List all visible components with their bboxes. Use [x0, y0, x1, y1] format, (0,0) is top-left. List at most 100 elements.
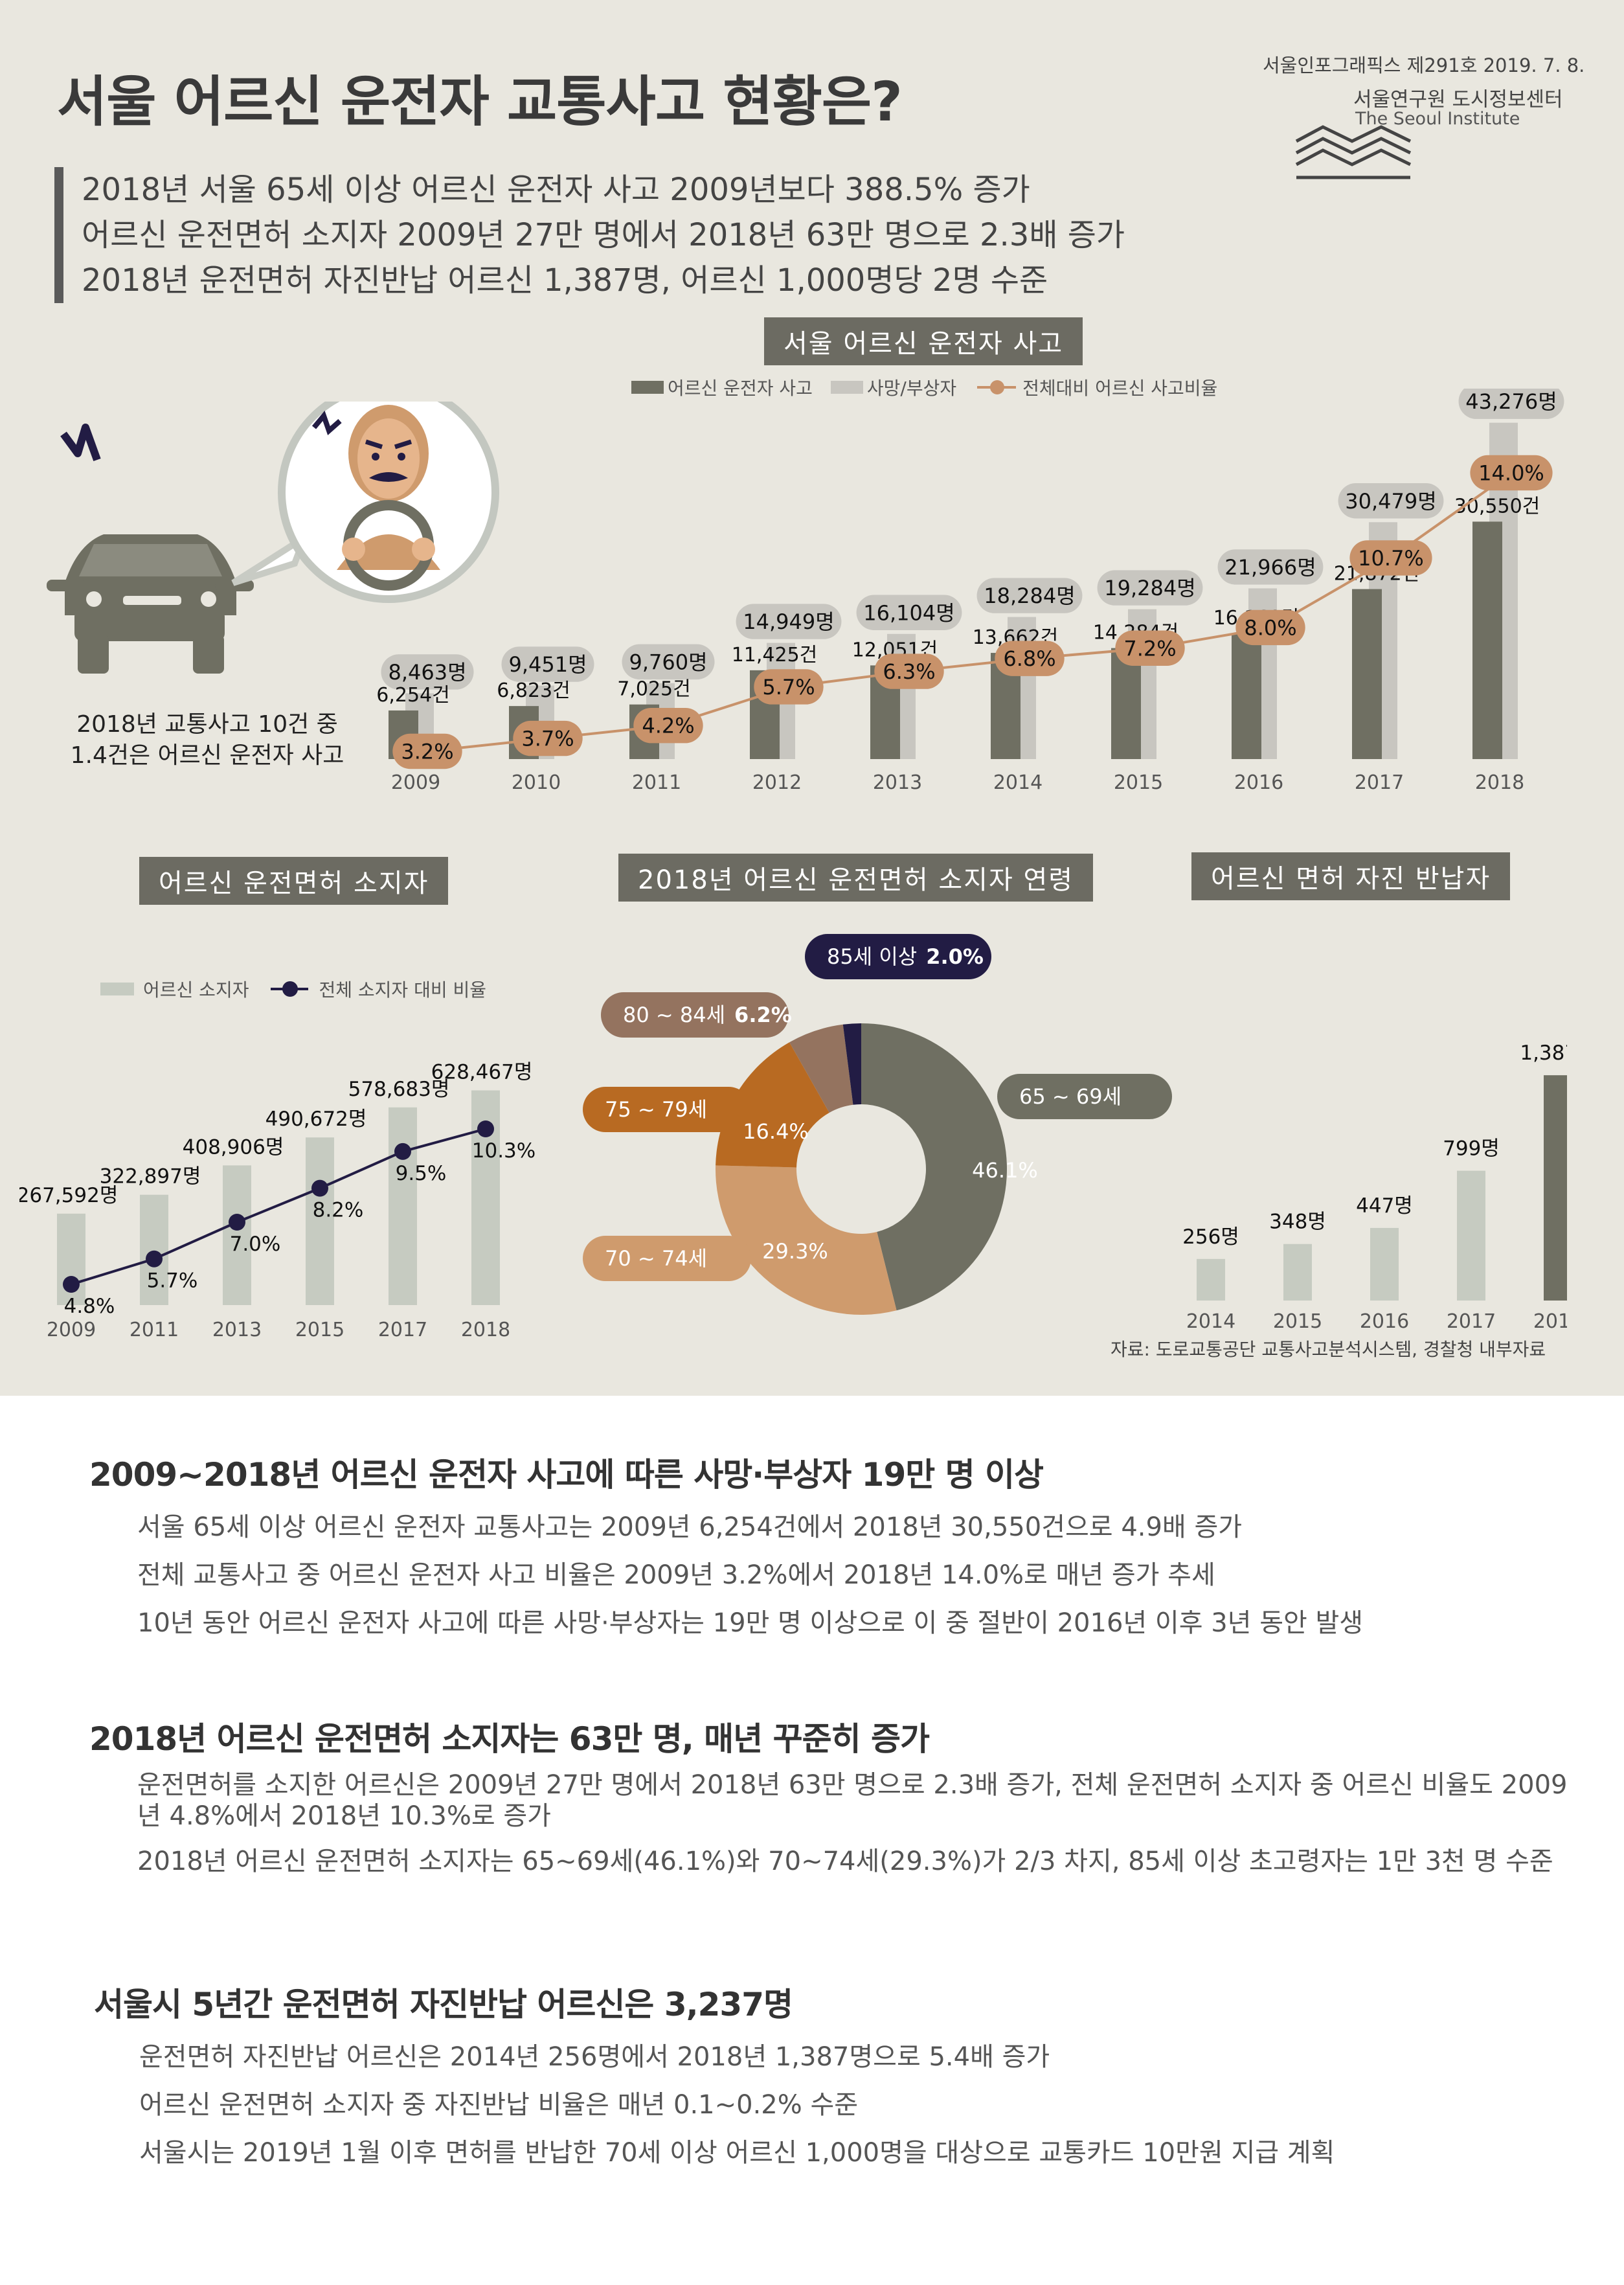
- legend-swatch-ratio: [977, 380, 1017, 394]
- holder-label: 408,906명: [183, 1135, 284, 1159]
- accident-note-line: 1.4건은 어르신 운전자 사고: [70, 742, 344, 769]
- return-bar: [1457, 1170, 1485, 1301]
- return-label: 1,387명: [1520, 1041, 1567, 1065]
- accident-label: 7,025건: [617, 678, 690, 701]
- ratio-label-bg: [1235, 609, 1305, 646]
- highlight-line: 어르신 운전면허 소지자 2009년 27만 명에서 2018년 63만 명으로…: [82, 217, 1125, 253]
- slice-label: 29.3%: [762, 1239, 828, 1264]
- return-label: 447명: [1356, 1194, 1413, 1218]
- section-line: 서울 65세 이상 어르신 운전자 교통사고는 2009년 6,254건에서 2…: [137, 1512, 1243, 1542]
- accident-label: 11,425건: [732, 644, 818, 666]
- legend-label: 사망/부상자: [866, 378, 957, 399]
- casualty-label-bg: [1458, 389, 1564, 419]
- casualty-label: 21,966명: [1224, 555, 1316, 580]
- age-donut-chart: 46.1% 29.3% 16.4% 85세 이상 2.0% 80 ~ 84세 6.2% 75 …: [583, 934, 1172, 1315]
- age-tag-80-84-bg: [601, 992, 789, 1038]
- page-title: 서울 어르신 운전자 교통사고 현황은?: [57, 70, 903, 133]
- accidents-chart-title: 서울 어르신 운전자 사고: [764, 317, 1083, 365]
- ratio-label-bg: [754, 669, 824, 705]
- donut-slice: [861, 1023, 1008, 1311]
- holder-bar: [140, 1194, 168, 1305]
- institute-logo-icon: [1295, 125, 1412, 179]
- x-tick-label: 2014: [993, 771, 1043, 794]
- ratio-label: 8.0%: [1244, 615, 1296, 640]
- holder-label: 490,672명: [265, 1108, 367, 1131]
- casualty-label-bg: [501, 646, 594, 682]
- age-tag-85-plus: 85세 이상 2.0%: [827, 944, 984, 969]
- driver-illustration: [47, 402, 499, 674]
- x-tick-label: 2015: [1273, 1310, 1322, 1333]
- casualty-label: 9,760명: [629, 650, 707, 674]
- ratio-label: 6.8%: [1003, 646, 1055, 671]
- ratio-label-bg: [874, 654, 944, 689]
- casualty-label: 14,949명: [743, 609, 834, 634]
- holder-label: 628,467명: [431, 1061, 533, 1084]
- age-tag-65-69-bg: [997, 1074, 1172, 1119]
- publication-info: 서울인포그래픽스 제291호 2019. 7. 8.: [1263, 54, 1585, 76]
- legend-swatch-casualties: [830, 381, 863, 394]
- share-point: [146, 1250, 163, 1268]
- slice-label: 46.1%: [972, 1158, 1038, 1183]
- legend-swatch-accidents: [631, 381, 664, 394]
- legend-swatch-holders: [100, 983, 134, 995]
- share-point: [394, 1142, 411, 1160]
- accident-bar: [1352, 589, 1382, 759]
- casualty-label: 43,276명: [1465, 389, 1557, 414]
- x-tick-label: 2009: [391, 771, 440, 794]
- accident-note: 2018년 교통사고 10건 중 1.4건은 어르신 운전자 사고: [26, 709, 389, 771]
- holder-bar: [389, 1107, 417, 1305]
- ratio-label-bg: [392, 733, 462, 769]
- x-tick-label: 2009: [47, 1319, 96, 1341]
- section-line: 10년 동안 어르신 운전자 사고에 따른 사망·부상자는 19만 명 이상으로…: [137, 1608, 1364, 1638]
- casualty-label: 30,479명: [1345, 489, 1436, 514]
- share-label: 7.0%: [230, 1233, 281, 1256]
- section-line: 서울시는 2019년 1월 이후 면허를 반납한 70세 이상 어르신 1,00…: [139, 2138, 1335, 2168]
- ratio-label: 6.3%: [883, 659, 935, 684]
- institute-name-kr: 서울연구원 도시정보센터: [1353, 88, 1563, 111]
- share-label: 5.7%: [147, 1269, 198, 1293]
- share-label: 10.3%: [472, 1139, 536, 1163]
- x-tick-label: 2010: [512, 771, 561, 794]
- return-bar: [1544, 1075, 1567, 1301]
- licenses-chart-title: 어르신 운전면허 소지자: [139, 857, 449, 905]
- ratio-label: 3.7%: [521, 727, 574, 751]
- casualty-label-bg: [976, 578, 1083, 613]
- x-tick-label: 2018: [1475, 771, 1524, 794]
- x-tick-label: 2015: [295, 1319, 344, 1341]
- holder-bar: [306, 1137, 334, 1305]
- section-body: 서울 65세 이상 어르신 운전자 교통사고는 2009년 6,254건에서 2…: [137, 1509, 1588, 1641]
- ratio-label: 3.2%: [401, 740, 453, 764]
- casualty-label: 19,284명: [1104, 576, 1195, 600]
- highlight-line: 2018년 운전면허 자진반납 어르신 1,387명, 어르신 1,000명당 …: [82, 262, 1048, 299]
- return-bar: [1370, 1227, 1399, 1301]
- age-tag-70-74-bg: [583, 1236, 751, 1281]
- return-label: 348명: [1269, 1211, 1326, 1234]
- ratio-label: 10.7%: [1358, 546, 1424, 571]
- ratio-line: [427, 472, 1513, 753]
- accident-note-line: 2018년 교통사고 10건 중: [76, 711, 338, 738]
- return-bar: [1197, 1258, 1225, 1301]
- section-line: 운전면허를 소지한 어르신은 2009년 27만 명에서 2018년 63만 명…: [137, 1770, 1568, 1831]
- age-tag-85-plus-bg: [805, 934, 991, 979]
- age-tag-75-79-bg: [583, 1087, 751, 1132]
- casualty-label-bg: [622, 644, 715, 680]
- accident-label: 6,823건: [497, 679, 570, 702]
- highlight-line: 2018년 서울 65세 이상 어르신 운전자 사고 2009년보다 388.5…: [82, 172, 1030, 208]
- section-body: 운전면허를 소지한 어르신은 2009년 27만 명에서 2018년 63만 명…: [137, 1769, 1568, 1877]
- accidents-legend: 어르신 운전자 사고 사망/부상자 전체대비 어르신 사고비율: [631, 374, 1217, 400]
- ratio-label: 7.2%: [1123, 636, 1176, 661]
- donut-slice: [716, 1165, 897, 1315]
- section-heading: 2018년 어르신 운전면허 소지자는 63만 명, 매년 꾸준히 증가: [89, 1720, 930, 1758]
- ratio-label-bg: [995, 641, 1065, 676]
- ratio-label-bg: [1349, 540, 1432, 576]
- age-tag-80-84: 80 ~ 84세 6.2%: [623, 1003, 792, 1027]
- share-point: [229, 1214, 245, 1231]
- casualty-label-bg: [381, 654, 474, 690]
- car-icon: [47, 424, 254, 674]
- casualty-label: 8,463명: [388, 660, 466, 685]
- return-label: 799명: [1443, 1137, 1500, 1161]
- donut-slice: [842, 1023, 861, 1105]
- x-tick-label: 2018: [1533, 1310, 1567, 1333]
- source-note: 자료: 도로교통공단 교통사고분석시스템, 경찰청 내부자료: [1111, 1339, 1546, 1360]
